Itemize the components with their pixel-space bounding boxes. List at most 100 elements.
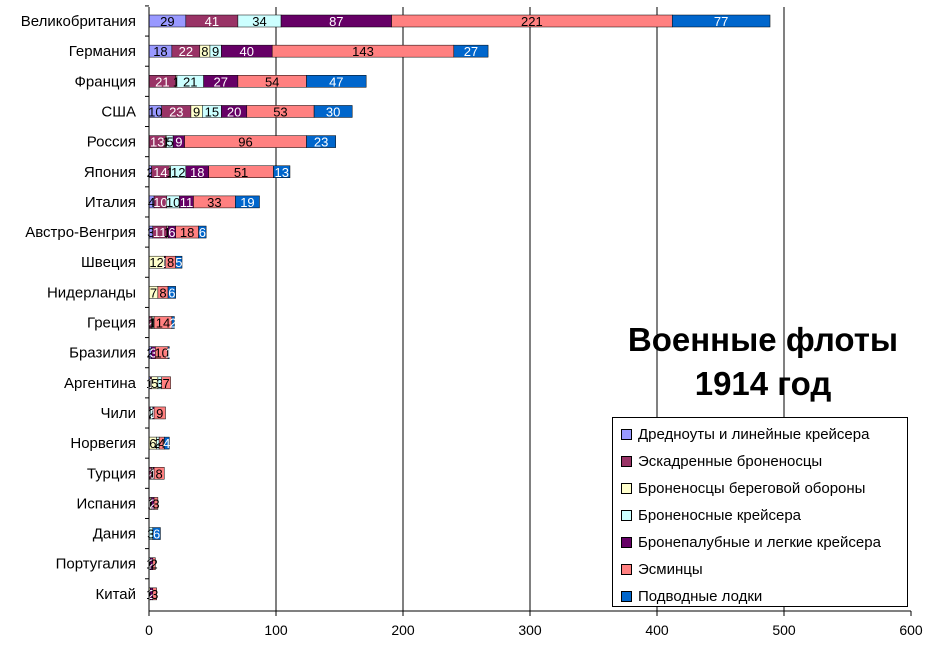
x-tick-label: 100 <box>264 622 288 638</box>
data-label: 54 <box>265 74 279 89</box>
data-label: 221 <box>521 14 543 29</box>
bar-row: 36 <box>147 527 161 542</box>
data-label: 12 <box>171 165 185 180</box>
data-label: 2 <box>150 557 157 572</box>
data-label: 10 <box>166 195 180 210</box>
data-label: 8 <box>201 44 208 59</box>
data-label: 14 <box>156 316 170 331</box>
bar-segment <box>167 286 176 299</box>
data-label: 1 <box>163 135 170 150</box>
data-label: 3 <box>147 527 154 542</box>
data-label: 6 <box>199 225 206 240</box>
bar-row: 21 1 21 27 54 47 <box>148 74 367 89</box>
category-label: Япония <box>84 164 136 181</box>
category-label: Бразилия <box>69 345 136 362</box>
data-label: 13 <box>150 135 164 150</box>
data-label: 1 <box>165 346 172 361</box>
category-label: Аргентина <box>64 375 137 392</box>
legend-item: Дредноуты и линейные крейсера <box>621 421 907 448</box>
category-label: Португалия <box>56 556 136 573</box>
data-label: 2 <box>147 346 154 361</box>
data-label: 9 <box>156 406 163 421</box>
category-label: Россия <box>87 134 136 151</box>
data-label: 6 <box>168 225 175 240</box>
category-label: Турция <box>87 465 136 482</box>
data-label: 1 <box>150 316 157 331</box>
data-label: 2 <box>170 316 177 331</box>
data-label: 1 <box>146 587 153 602</box>
bar-segment <box>171 316 175 329</box>
category-label: Чили <box>100 405 136 422</box>
data-label: 1 <box>166 165 173 180</box>
data-label: 10 <box>154 346 168 361</box>
legend-item: Броненосцы береговой обороны <box>621 475 907 502</box>
category-label: Великобритания <box>21 13 136 30</box>
data-label: 2 <box>148 587 155 602</box>
data-label: 1 <box>150 466 157 481</box>
category-label: Швеция <box>81 254 136 271</box>
data-label: 1 <box>164 225 171 240</box>
bar-segment <box>163 436 170 450</box>
data-label: 1 <box>150 406 157 421</box>
x-tick-label: 300 <box>518 622 542 638</box>
legend-label: Бронепалубные и легкие крейсера <box>638 534 881 551</box>
data-label: 11 <box>153 225 167 240</box>
legend-swatch <box>621 483 632 494</box>
data-label: 5 <box>175 255 182 270</box>
data-label: 47 <box>329 74 343 89</box>
bar-row: 10 23 9 15 20 53 30 <box>148 104 353 119</box>
category-label: Дания <box>93 526 136 543</box>
category-label: Германия <box>69 43 136 60</box>
data-label: 21 <box>155 74 169 89</box>
data-label: 4 <box>158 436 165 451</box>
data-label: 1 <box>146 376 153 391</box>
data-label: 29 <box>160 14 174 29</box>
bar-segment <box>167 346 170 359</box>
data-label: 1 <box>173 74 180 89</box>
bar-segment <box>161 376 171 390</box>
data-label: 4 <box>163 436 170 451</box>
data-label: 3 <box>147 225 154 240</box>
data-label: 1 <box>146 496 153 511</box>
legend: Дредноуты и линейные крейсера Эскадренные… <box>612 417 908 607</box>
legend-swatch <box>621 456 632 467</box>
legend-swatch <box>621 537 632 548</box>
data-label: 20 <box>227 104 241 119</box>
data-label: 34 <box>252 14 266 29</box>
data-label: 10 <box>153 195 167 210</box>
data-label: 10 <box>148 104 162 119</box>
bar-row: 18 22 8 9 40 143 27 <box>148 44 489 59</box>
bar-segment <box>306 135 336 148</box>
data-label: 7 <box>150 285 157 300</box>
legend-swatch <box>621 429 632 440</box>
data-label: 51 <box>234 165 248 180</box>
data-label: 6 <box>153 527 160 542</box>
x-tick-label: 500 <box>772 622 796 638</box>
data-label: 9 <box>175 135 182 150</box>
category-labels: Великобритания Германия Франция США Россия Яп… <box>21 13 137 603</box>
data-label: 23 <box>169 104 183 119</box>
bar-segment <box>175 255 183 269</box>
data-label: 1 <box>146 406 153 421</box>
data-label: 2 <box>148 557 155 572</box>
data-label: 19 <box>240 195 254 210</box>
data-label: 11 <box>180 195 194 210</box>
data-label: 41 <box>205 14 219 29</box>
data-label: 1 <box>149 466 156 481</box>
data-label: 3 <box>152 496 159 511</box>
data-label: 3 <box>156 376 163 391</box>
category-label: Нидерланды <box>47 284 136 301</box>
data-label: 27 <box>464 44 478 59</box>
legend-swatch <box>621 510 632 521</box>
data-label: 2 <box>147 466 154 481</box>
bar-row: 123 <box>146 587 158 602</box>
